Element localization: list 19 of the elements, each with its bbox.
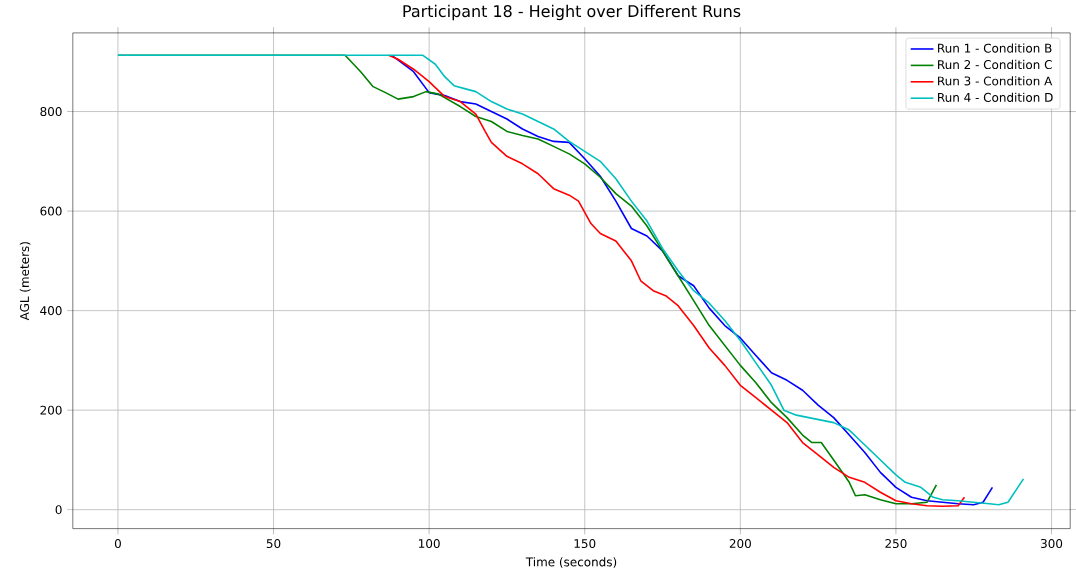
y-tick-label: 200 [40,405,62,415]
x-tick-label: 50 [266,538,281,548]
chart-title: Participant 18 - Height over Different Runs [403,4,741,20]
y-tick-label: 0 [55,504,62,514]
y-axis-title: AGL (meters) [19,241,31,321]
x-tick-label: 150 [574,538,596,548]
x-tick-label: 0 [114,538,121,548]
legend-label: Run 1 - Condition B [938,43,1052,53]
x-tick-label: 200 [729,538,751,548]
x-tick-label: 250 [885,538,907,548]
y-tick-label: 600 [40,206,62,216]
y-tick-label: 800 [40,106,62,116]
y-tick-label: 400 [40,305,62,315]
x-tick-label: 100 [419,538,440,548]
legend-label: Run 4 - Condition D [938,92,1053,102]
legend-label: Run 3 - Condition A [938,76,1053,86]
x-axis-title: Time (seconds) [525,556,617,568]
x-tick-label: 300 [1041,538,1063,548]
legend-label: Run 2 - Condition C [938,59,1052,69]
